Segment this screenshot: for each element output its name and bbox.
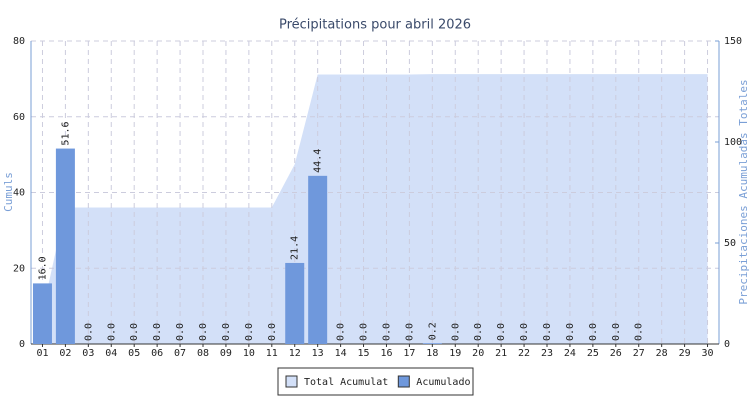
x-tick-label: 23 — [541, 348, 553, 359]
value-label: 0.0 — [359, 323, 370, 341]
value-label: 0.0 — [588, 323, 599, 341]
x-tick-label: 26 — [610, 348, 622, 359]
value-label: 0.0 — [611, 323, 622, 341]
value-label: 0.0 — [519, 323, 530, 341]
x-tick-label: 05 — [128, 348, 140, 359]
y-tick-label: 0 — [19, 339, 25, 350]
value-label: 0.0 — [496, 323, 507, 341]
x-tick-label: 25 — [587, 348, 599, 359]
value-label: 51.6 — [60, 121, 71, 145]
x-tick-label: 22 — [518, 348, 530, 359]
bar — [422, 343, 442, 344]
y-axis-label: Cumuls — [2, 172, 15, 212]
x-tick-label: 19 — [449, 348, 461, 359]
area — [42, 74, 708, 345]
y2-tick-label: 0 — [724, 339, 730, 350]
x-tick-label: 12 — [289, 348, 301, 359]
x-tick-label: 15 — [358, 348, 370, 359]
chart-title: Précipitations pour abril 2026 — [279, 18, 471, 33]
y-tick-label: 20 — [13, 263, 25, 274]
value-label: 0.0 — [175, 323, 186, 341]
y-tick-label: 60 — [13, 112, 25, 123]
value-label: 0.0 — [450, 323, 461, 341]
legend-swatch — [397, 375, 410, 388]
value-label: 0.0 — [336, 323, 347, 341]
x-tick-label: 21 — [495, 348, 507, 359]
value-label: 21.4 — [290, 236, 301, 260]
value-label: 0.0 — [198, 323, 209, 341]
x-tick-label: 07 — [174, 348, 186, 359]
value-label: 0.0 — [542, 323, 553, 341]
x-tick-label: 01 — [36, 348, 48, 359]
bar — [285, 262, 305, 344]
legend-swatch — [285, 375, 298, 388]
x-tick-label: 06 — [151, 348, 163, 359]
x-tick-label: 30 — [702, 348, 714, 359]
value-label: 0.0 — [152, 323, 163, 341]
y2-axis-label: Precipitaciones Acumuladas Totales — [737, 79, 750, 304]
x-tick-label: 20 — [472, 348, 484, 359]
y2-tick-label: 50 — [724, 238, 736, 249]
value-label: 0.0 — [221, 323, 232, 341]
x-tick-label: 02 — [59, 348, 71, 359]
x-tick-label: 10 — [243, 348, 255, 359]
value-label: 0.0 — [244, 323, 255, 341]
x-tick-label: 17 — [403, 348, 415, 359]
x-tick-label: 14 — [335, 348, 347, 359]
y-tick-label: 40 — [13, 188, 25, 199]
value-label: 0.0 — [473, 323, 484, 341]
legend-label: Acumulado — [416, 377, 470, 388]
value-label: 0.0 — [106, 323, 117, 341]
value-label: 0.0 — [83, 323, 94, 341]
value-label: 0.0 — [634, 323, 645, 341]
value-label: 0.0 — [129, 323, 140, 341]
legend-label: Total Acumulat — [304, 377, 388, 388]
x-tick-label: 16 — [380, 348, 392, 359]
x-tick-label: 03 — [82, 348, 94, 359]
value-label: 16.0 — [37, 256, 48, 280]
value-label: 0.0 — [381, 323, 392, 341]
legend-box — [277, 367, 474, 396]
x-tick-label: 28 — [656, 348, 668, 359]
x-tick-label: 13 — [312, 348, 324, 359]
y2-tick-label: 150 — [724, 36, 742, 47]
bar — [32, 283, 52, 344]
bar — [55, 148, 75, 344]
x-tick-label: 24 — [564, 348, 576, 359]
x-tick-label: 29 — [679, 348, 691, 359]
y2-tick-label: 100 — [724, 137, 742, 148]
value-label: 0.0 — [565, 323, 576, 341]
y-tick-label: 80 — [13, 36, 25, 47]
x-tick-label: 08 — [197, 348, 209, 359]
x-tick-label: 18 — [426, 348, 438, 359]
x-tick-label: 04 — [105, 348, 117, 359]
value-label: 0.2 — [427, 322, 438, 340]
x-tick-label: 11 — [266, 348, 278, 359]
x-tick-label: 09 — [220, 348, 232, 359]
value-label: 0.0 — [267, 323, 278, 341]
x-tick-label: 27 — [633, 348, 645, 359]
bar — [308, 175, 328, 344]
value-label: 44.4 — [313, 149, 324, 173]
value-label: 0.0 — [404, 323, 415, 341]
